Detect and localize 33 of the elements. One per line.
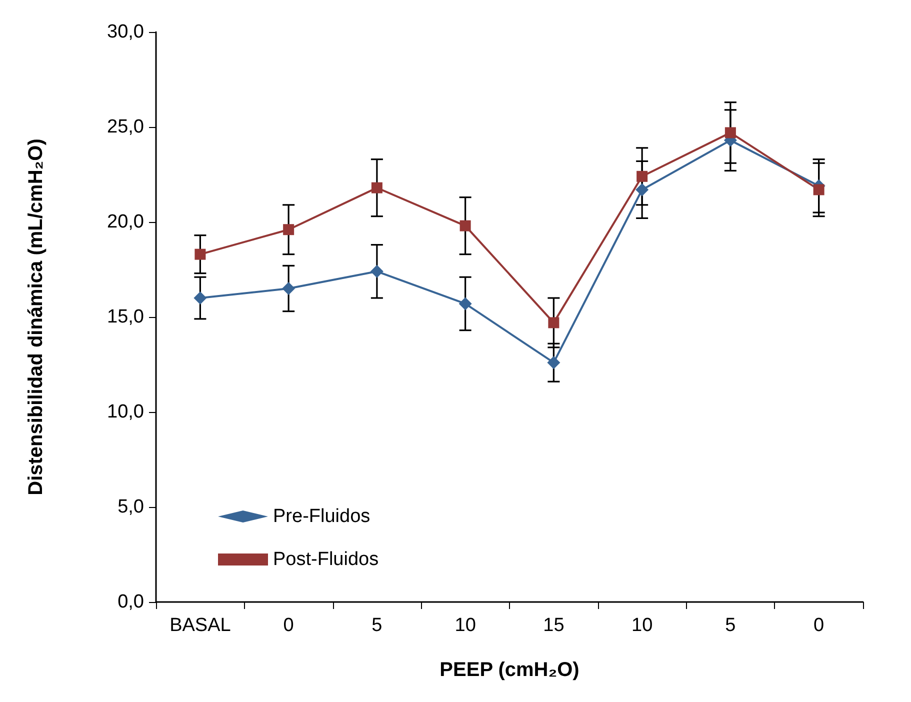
y-tick-label: 25,0 bbox=[107, 116, 144, 138]
point bbox=[283, 224, 294, 236]
y-tick-label: 0,0 bbox=[118, 592, 144, 612]
x-tick-label: 0 bbox=[814, 615, 824, 636]
point bbox=[547, 356, 560, 370]
point bbox=[282, 282, 296, 295]
point bbox=[813, 184, 824, 196]
y-tick-label: 10,0 bbox=[107, 402, 144, 422]
point bbox=[636, 170, 648, 182]
x-tick-label: 0 bbox=[283, 615, 294, 636]
x-tick-label: 5 bbox=[372, 615, 382, 636]
point bbox=[460, 220, 471, 232]
point bbox=[724, 127, 736, 138]
point bbox=[194, 292, 207, 304]
point bbox=[636, 183, 649, 196]
x-tick-label: BASAL bbox=[170, 615, 231, 636]
point bbox=[371, 182, 382, 194]
y-tick-label: 5,0 bbox=[118, 496, 144, 518]
y-tick-label: 15,0 bbox=[107, 306, 144, 328]
legend-label: Post-Fluidos bbox=[273, 549, 379, 570]
x-axis-title: PEEP (cmH₂O) bbox=[440, 659, 580, 681]
x-tick-label: 10 bbox=[631, 615, 653, 636]
point bbox=[194, 248, 206, 260]
y-tick-label: 20,0 bbox=[107, 212, 144, 232]
x-tick-label: 5 bbox=[725, 615, 736, 636]
legend-label: Pre-Fluidos bbox=[273, 506, 370, 527]
y-axis-title: Distensibilidad dinámica (mL/cmH₂O) bbox=[25, 138, 47, 496]
point bbox=[548, 317, 560, 328]
point bbox=[370, 264, 384, 278]
x-tick-label: 10 bbox=[454, 615, 476, 636]
x-tick-label: 15 bbox=[543, 615, 564, 636]
y-tick-label: 30,0 bbox=[107, 22, 144, 42]
point bbox=[458, 297, 472, 310]
